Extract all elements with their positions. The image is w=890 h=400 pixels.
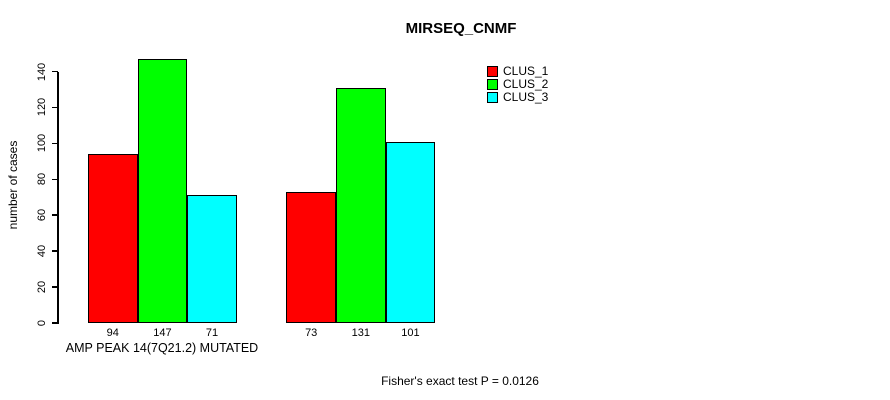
y-axis-label: number of cases	[6, 140, 20, 230]
bar-value-label: 73	[305, 327, 318, 339]
y-tick-label: 80	[36, 173, 48, 186]
y-tick-label: 20	[36, 280, 48, 294]
bar-clus_2-group2	[336, 87, 386, 323]
y-tick-mark	[52, 106, 58, 109]
bar-clus_3-group1	[187, 195, 237, 323]
bar-value-label: 71	[205, 327, 219, 339]
y-tick-label: 60	[36, 209, 48, 222]
annotation-text: Fisher's exact test P = 0.0126	[381, 374, 539, 388]
y-tick-mark	[52, 142, 58, 145]
bar-clus_1-group1	[88, 154, 138, 323]
y-tick-mark	[52, 70, 58, 73]
legend-swatch-icon	[487, 66, 498, 78]
y-tick-mark	[52, 250, 58, 252]
y-tick-label: 140	[36, 62, 48, 81]
legend: CLUS_1 CLUS_2 CLUS_3	[487, 64, 549, 104]
legend-swatch-icon	[487, 79, 498, 91]
y-tick-label: 100	[36, 134, 48, 153]
bar-value-label: 131	[351, 327, 370, 339]
y-tick-label: 120	[36, 98, 48, 117]
legend-item-clus_1: CLUS_1	[487, 64, 549, 78]
chart-title: MIRSEQ_CNMF	[405, 20, 517, 37]
bar-clus_2-group1	[137, 58, 188, 323]
y-tick-mark	[52, 286, 58, 288]
x-axis-label: AMP PEAK 14(7Q21.2) MUTATED	[65, 341, 259, 355]
legend-item-clus_2: CLUS_2	[487, 77, 549, 91]
bar-value-label: 101	[401, 327, 420, 339]
legend-swatch-icon	[487, 92, 498, 104]
legend-label: CLUS_1	[503, 64, 549, 78]
bar-clus_3-group2	[385, 141, 436, 323]
bar-clus_1-group2	[286, 191, 336, 323]
y-tick-label: 40	[36, 245, 48, 258]
legend-item-clus_3: CLUS_3	[487, 90, 549, 104]
y-axis-line	[57, 71, 59, 324]
bar-value-label: 94	[106, 327, 119, 339]
y-tick-mark	[52, 322, 58, 324]
y-tick-mark	[52, 214, 58, 216]
legend-label: CLUS_2	[503, 77, 549, 91]
y-tick-label: 0	[36, 319, 48, 327]
legend-label: CLUS_3	[503, 90, 549, 104]
bar-value-label: 147	[153, 327, 172, 339]
y-tick-mark	[52, 178, 58, 181]
